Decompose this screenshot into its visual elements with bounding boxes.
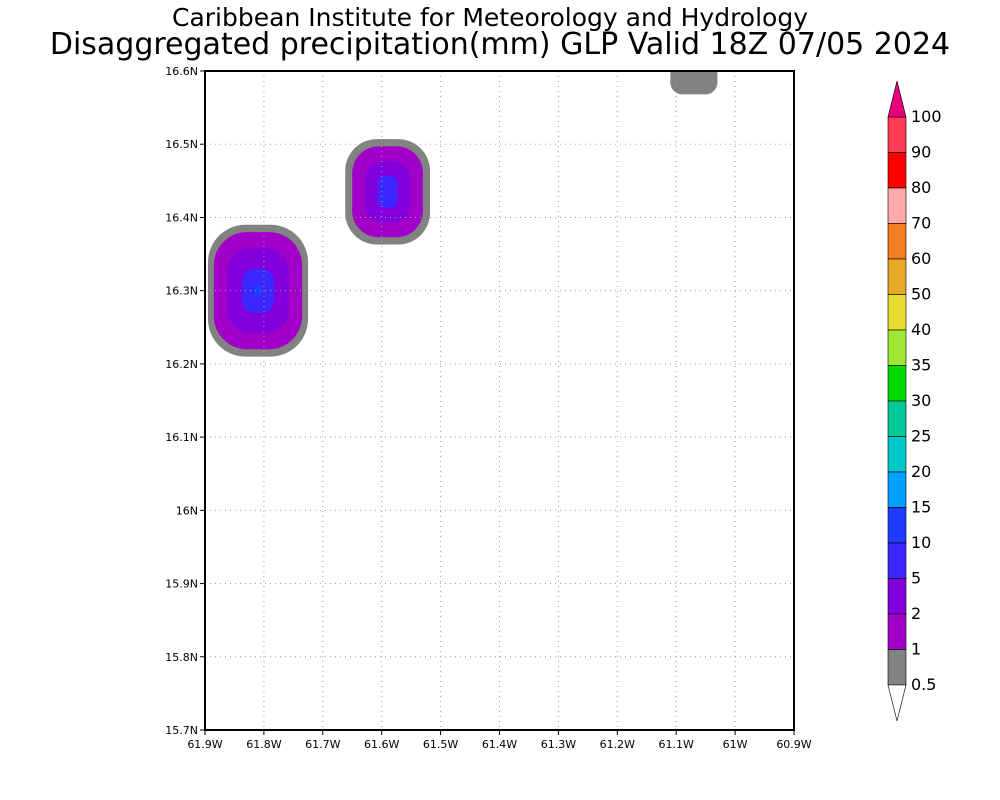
y-tick-label: 16.1N [165,431,198,444]
y-axis: 16.6N 16.5N 16.4N 16.3N 16.2N 16.1N 16N 15.9N 15… [165,65,205,737]
legend-label: 30 [911,391,931,410]
product-title: Disaggregated precipitation(mm) GLP Vali… [49,27,951,62]
legend-label: 1 [911,640,921,659]
legend-label: 80 [911,178,931,197]
legend-label: 90 [911,143,931,162]
legend-label: 70 [911,214,931,233]
legend-swatch [887,258,907,295]
legend-label: 15 [911,498,931,517]
x-tick-label: 61.7W [305,738,340,751]
legend-label: 40 [911,320,931,339]
x-tick-label: 61.4W [482,738,517,751]
y-tick-label: 16.3N [165,285,198,298]
y-tick-label: 16.5N [165,138,198,151]
legend-label: 5 [911,569,921,588]
legend-arrow-top [887,80,907,118]
contour-10 [253,284,263,297]
legend-label: 100 [911,107,942,126]
cell-northeast [670,71,718,95]
contour-0_5 [670,71,718,95]
y-tick-label: 15.7N [165,724,198,737]
x-tick-label: 60.9W [776,738,811,751]
legend-swatch [887,400,907,437]
map-background [205,71,794,730]
legend-label: 35 [911,356,931,375]
y-tick-label: 16.4N [165,211,198,224]
legend-swatch [887,613,907,650]
legend-swatch [887,365,907,402]
legend-label: 50 [911,285,931,304]
x-tick-label: 61.8W [246,738,281,751]
institute-title: Caribbean Institute for Meteorology and … [172,3,808,32]
legend-swatch [887,294,907,331]
legend-label: 20 [911,462,931,481]
legend-label: 60 [911,249,931,268]
legend-swatch [887,507,907,544]
legend-swatch [887,152,907,189]
x-tick-label: 61.2W [600,738,635,751]
x-tick-label: 61.6W [364,738,399,751]
legend-swatch [887,542,907,579]
cell-central [345,139,430,245]
legend-swatch [887,223,907,260]
x-tick-label: 61.3W [541,738,576,751]
legend-swatch [887,329,907,366]
legend-swatch [887,578,907,615]
grid-lines [205,71,794,730]
x-tick-label: 61.9W [187,738,222,751]
legend-label: 0.5 [911,675,936,694]
y-tick-label: 16.2N [165,358,198,371]
contour-5 [377,175,398,208]
legend-label: 25 [911,427,931,446]
cell-west [207,224,309,357]
y-tick-label: 16N [176,504,198,517]
x-tick-label: 61W [723,738,748,751]
legend-swatch [887,649,907,686]
legend-swatch [887,471,907,508]
legend-swatch [887,187,907,224]
legend-swatch [887,436,907,473]
x-axis: 61.9W 61.8W 61.7W 61.6W 61.5W 61.4W 61.3W 61.2W… [187,730,812,751]
y-tick-label: 15.8N [165,651,198,664]
y-tick-label: 16.6N [165,65,198,78]
x-tick-label: 61.5W [423,738,458,751]
legend-swatch [887,116,907,153]
color-legend: 100 90 80 70 60 50 40 35 30 25 20 15 10 5 2 1 0.5 [887,80,942,722]
y-tick-label: 15.9N [165,578,198,591]
precip-cells [207,71,718,357]
legend-label: 2 [911,604,921,623]
x-tick-label: 61.1W [659,738,694,751]
legend-label: 10 [911,533,931,552]
legend-arrow-bottom [887,684,907,722]
